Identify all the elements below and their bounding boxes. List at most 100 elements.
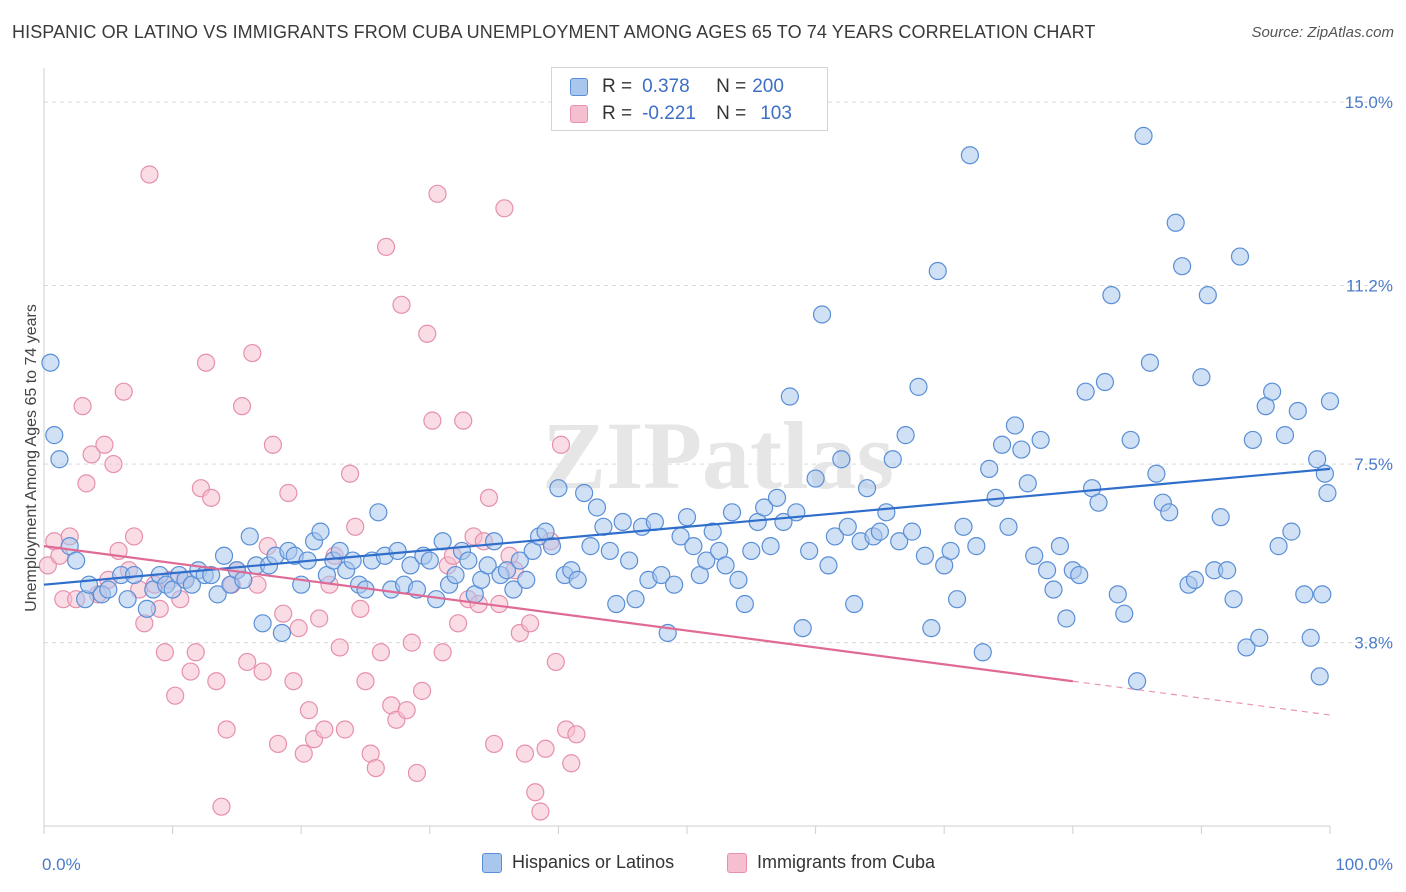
- axis-layer: [43, 68, 1331, 834]
- data-point-cuba: [562, 754, 581, 773]
- data-point-hispanic: [1230, 247, 1250, 266]
- data-point-hispanic: [947, 590, 967, 609]
- x-tick-labels: 0.0% 100.0%: [42, 855, 1393, 874]
- data-point-hispanic: [575, 483, 594, 503]
- series-legend: Hispanics or Latinos Immigrants from Cub…: [0, 850, 1406, 878]
- data-point-hispanic: [1237, 638, 1256, 657]
- data-point-hispanic: [388, 541, 407, 561]
- data-point-hispanic: [1288, 401, 1307, 421]
- data-point-cuba: [310, 609, 329, 628]
- data-point-hispanic: [581, 537, 600, 556]
- data-point-hispanic: [915, 546, 935, 565]
- data-point-hispanic: [883, 450, 902, 469]
- data-point-cuba: [263, 435, 283, 454]
- data-point-hispanic: [703, 522, 722, 541]
- data-point-hispanic: [1192, 368, 1211, 387]
- data-point-hispanic: [1095, 372, 1115, 392]
- y-tick-labels: 3.8% 7.5% 11.2% 15.0%: [1345, 93, 1393, 652]
- data-point-hispanic: [909, 377, 928, 396]
- data-point-hispanic: [626, 590, 645, 609]
- data-point-hispanic: [1115, 604, 1134, 623]
- legend-swatch-blue: [570, 78, 588, 96]
- data-point-hispanic: [459, 551, 478, 570]
- data-point-cuba: [546, 652, 565, 672]
- data-point-hispanic: [1313, 585, 1332, 604]
- legend-n-value: 103: [760, 103, 792, 124]
- data-point-hispanic: [1224, 590, 1243, 609]
- data-point-hispanic: [902, 522, 922, 541]
- data-point-hispanic: [800, 541, 819, 561]
- data-point-hispanic: [478, 556, 497, 575]
- legend-n-value: 200: [752, 76, 784, 97]
- data-point-cuba: [294, 744, 313, 763]
- data-point-cuba: [315, 720, 334, 739]
- data-point-cuba: [366, 758, 385, 778]
- data-point-hispanic: [607, 594, 626, 614]
- legend-item-hispanics: Hispanics or Latinos: [482, 852, 674, 873]
- data-point-hispanic: [343, 551, 362, 570]
- data-point-hispanic: [369, 503, 388, 522]
- data-point-hispanic: [497, 561, 517, 580]
- data-point-hispanic: [1315, 464, 1334, 483]
- data-point-hispanic: [1160, 503, 1179, 522]
- data-point-cuba: [428, 184, 447, 203]
- data-point-hispanic: [600, 541, 619, 561]
- data-point-cuba: [433, 643, 452, 662]
- data-point-cuba: [299, 701, 319, 720]
- data-point-cuba: [217, 720, 236, 739]
- data-point-hispanic: [420, 551, 439, 570]
- legend-swatch-blue: [482, 852, 502, 873]
- data-point-hispanic: [793, 619, 812, 638]
- data-point-hispanic: [1147, 464, 1166, 483]
- legend-row-cuba: R = -0.221 N = 103: [570, 101, 792, 127]
- data-point-cuba: [289, 619, 308, 638]
- data-point-cuba: [567, 725, 586, 744]
- data-point-hispanic: [272, 623, 292, 643]
- data-point-hispanic: [99, 580, 118, 599]
- data-point-cuba: [479, 488, 499, 507]
- data-point-hispanic: [665, 575, 684, 594]
- trend-line-cuba: [43, 545, 1073, 683]
- data-point-hispanic: [761, 537, 780, 556]
- data-point-cuba: [485, 734, 504, 754]
- data-point-cuba: [82, 445, 101, 464]
- data-point-hispanic: [1089, 493, 1108, 512]
- data-point-hispanic: [240, 527, 259, 546]
- series-immigrants-from-cuba: [38, 165, 586, 821]
- data-point-hispanic: [549, 479, 568, 498]
- data-point-hispanic: [613, 512, 632, 532]
- data-point-hispanic: [1070, 565, 1089, 585]
- data-point-hispanic: [1121, 430, 1140, 450]
- data-point-cuba: [104, 454, 123, 474]
- legend-row-hispanics: R = 0.378 N = 200: [570, 74, 784, 100]
- data-point-hispanic: [896, 426, 915, 445]
- data-point-hispanic: [41, 353, 60, 372]
- data-point-hispanic: [137, 599, 156, 618]
- data-point-cuba: [279, 483, 298, 503]
- data-point-cuba: [407, 763, 427, 783]
- legend-r-value: 0.378: [642, 76, 690, 97]
- data-point-cuba: [207, 672, 226, 691]
- data-point-cuba: [423, 411, 442, 430]
- data-point-hispanic: [755, 498, 774, 517]
- data-point-cuba: [274, 604, 293, 623]
- data-point-cuba: [351, 599, 370, 618]
- data-point-cuba: [454, 411, 473, 430]
- data-point-hispanic: [992, 435, 1012, 454]
- data-point-hispanic: [819, 556, 838, 575]
- data-point-hispanic: [645, 512, 664, 532]
- data-point-cuba: [397, 701, 416, 720]
- data-point-cuba: [356, 672, 375, 691]
- data-point-hispanic: [1025, 546, 1044, 565]
- data-point-cuba: [521, 614, 540, 633]
- trend-line-hispanics: [43, 467, 1331, 586]
- data-point-hispanic: [208, 585, 227, 604]
- data-point-cuba: [371, 643, 391, 662]
- data-point-hispanic: [446, 565, 465, 585]
- data-point-hispanic: [941, 541, 960, 561]
- data-point-hispanic: [517, 570, 536, 589]
- trend-layer: [43, 467, 1331, 716]
- data-point-hispanic: [1308, 450, 1327, 469]
- data-point-cuba: [238, 652, 257, 672]
